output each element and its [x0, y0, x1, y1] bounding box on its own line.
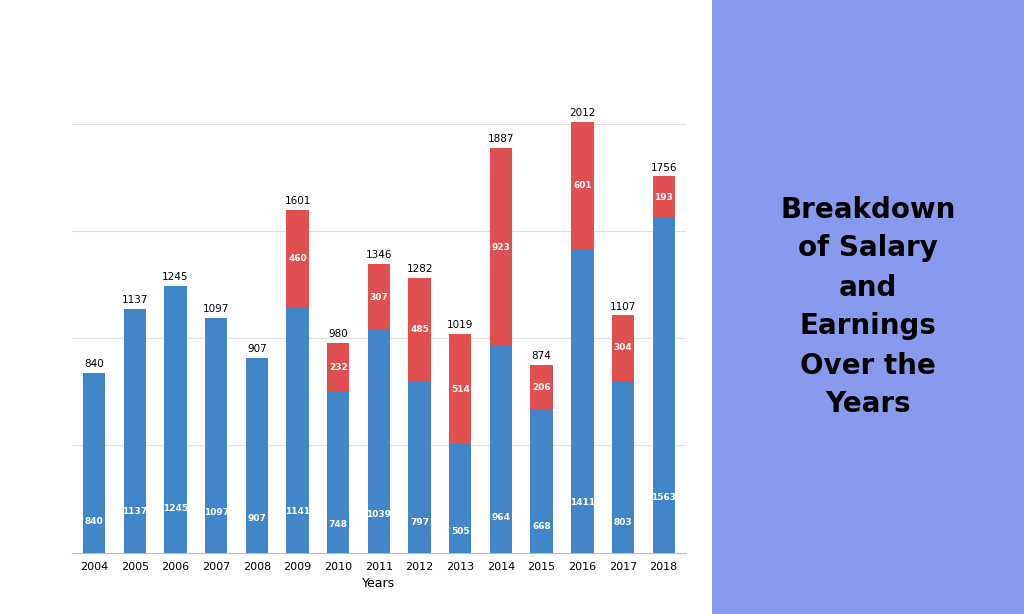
Text: 980: 980 — [329, 328, 348, 339]
Text: 1887: 1887 — [487, 134, 514, 144]
Bar — [571, 122, 594, 251]
Text: 1107: 1107 — [610, 301, 636, 311]
Bar — [368, 264, 390, 330]
Text: 1137: 1137 — [122, 295, 148, 305]
Text: 1137: 1137 — [122, 507, 147, 516]
Text: 874: 874 — [531, 351, 552, 362]
X-axis label: Years: Years — [362, 577, 395, 590]
Text: 304: 304 — [613, 343, 633, 352]
Bar — [327, 343, 349, 392]
Legend: Spanish, English: Spanish, English — [827, 45, 895, 77]
Text: 505: 505 — [451, 527, 470, 537]
Text: 907: 907 — [247, 344, 266, 354]
Text: 1601: 1601 — [285, 196, 310, 206]
Text: 1141: 1141 — [285, 507, 310, 516]
Bar — [246, 359, 268, 553]
Bar — [287, 209, 308, 308]
Bar — [368, 330, 390, 553]
Bar — [327, 392, 349, 553]
Bar — [83, 373, 105, 553]
Text: 1097: 1097 — [204, 508, 228, 518]
Bar — [205, 317, 227, 553]
Text: 1097: 1097 — [203, 304, 229, 314]
Text: 514: 514 — [451, 385, 470, 394]
Bar — [409, 382, 431, 553]
Bar — [652, 218, 675, 553]
Bar — [611, 316, 634, 381]
Text: 1346: 1346 — [366, 251, 392, 260]
Text: 748: 748 — [329, 519, 348, 529]
Text: 964: 964 — [492, 513, 510, 522]
Text: 840: 840 — [84, 359, 103, 369]
Text: 1411: 1411 — [569, 498, 595, 507]
Text: 797: 797 — [410, 518, 429, 527]
Bar — [611, 381, 634, 553]
Text: 206: 206 — [532, 383, 551, 392]
Text: 907: 907 — [248, 515, 266, 524]
Text: 1039: 1039 — [367, 510, 391, 519]
Bar — [489, 149, 512, 346]
Text: 1756: 1756 — [650, 163, 677, 173]
Text: 1282: 1282 — [407, 264, 433, 274]
Text: 668: 668 — [532, 522, 551, 531]
Bar — [571, 251, 594, 553]
Bar — [287, 308, 308, 553]
Bar — [164, 286, 186, 553]
Text: Breakdown
of Salary
and
Earnings
Over the
Years: Breakdown of Salary and Earnings Over th… — [780, 195, 955, 419]
Text: 601: 601 — [573, 181, 592, 190]
Bar — [124, 309, 146, 553]
Bar — [652, 176, 675, 218]
Bar — [530, 410, 553, 553]
Text: 1245: 1245 — [163, 503, 188, 513]
Text: 460: 460 — [288, 254, 307, 263]
Text: 840: 840 — [85, 516, 103, 526]
Text: 485: 485 — [411, 325, 429, 335]
Text: 1245: 1245 — [162, 272, 188, 282]
Bar — [409, 278, 431, 382]
Text: 193: 193 — [654, 193, 673, 201]
Bar — [450, 445, 471, 553]
Text: 803: 803 — [613, 518, 633, 527]
Bar — [489, 346, 512, 553]
Text: 1019: 1019 — [447, 321, 473, 330]
Text: 232: 232 — [329, 363, 347, 372]
Bar — [450, 334, 471, 445]
Text: 923: 923 — [492, 243, 510, 252]
Text: 1563: 1563 — [651, 494, 676, 502]
Bar — [530, 365, 553, 410]
Text: 307: 307 — [370, 293, 388, 301]
Text: 2012: 2012 — [569, 107, 596, 118]
